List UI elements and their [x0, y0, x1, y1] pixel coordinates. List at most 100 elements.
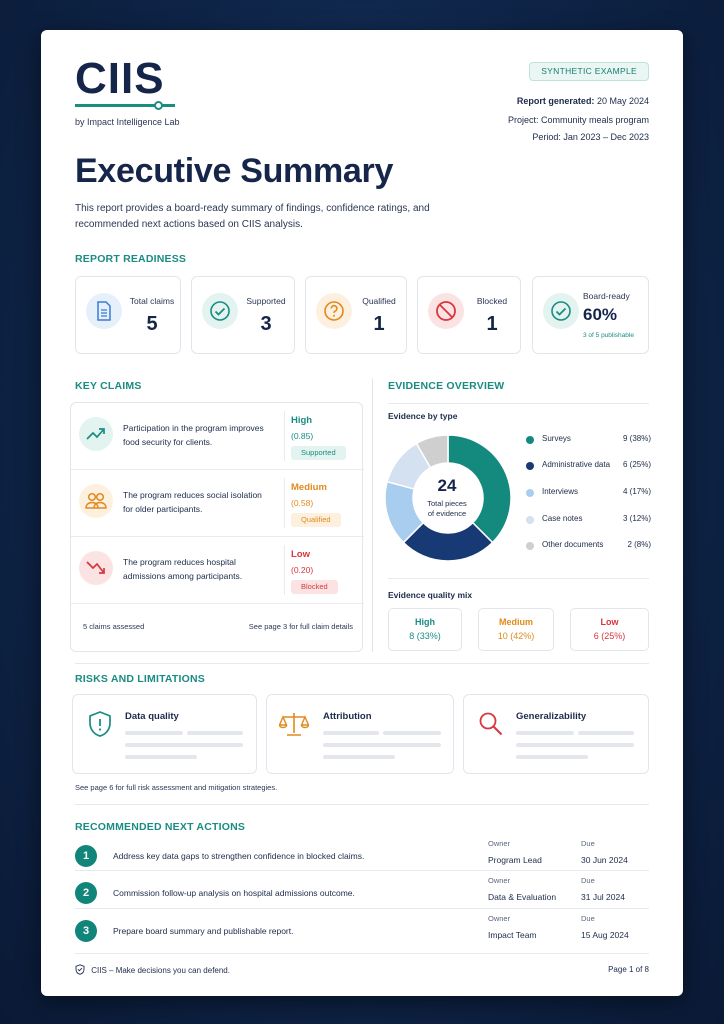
risks-title: RISKS AND LIMITATIONS	[75, 673, 205, 685]
readiness-title: REPORT READINESS	[75, 253, 187, 265]
claim-status-badge: Blocked	[291, 580, 338, 594]
legend-value: 2 (8%)	[627, 540, 651, 549]
stat-value: 3	[260, 313, 272, 335]
risk-card-attribution: Attribution	[266, 694, 454, 774]
document-icon	[86, 293, 122, 329]
placeholder-line	[383, 731, 441, 735]
claim-separator	[284, 411, 285, 461]
owner-label: Owner	[488, 876, 511, 885]
legend-item: Surveys 9 (38%)	[526, 433, 651, 447]
owner-label: Owner	[488, 839, 511, 848]
period-label: Period:	[532, 132, 561, 142]
quality-card-medium: Medium 10 (42%)	[478, 608, 554, 651]
quality-label: High	[415, 617, 435, 627]
project-label: Project:	[507, 115, 539, 125]
claim-score: (0.85)	[291, 431, 314, 441]
stat-sub: 3 of 5 publishable	[583, 332, 634, 339]
stat-value: 5	[146, 313, 158, 335]
quality-card-high: High 8 (33%)	[388, 608, 462, 651]
due-value: 15 Aug 2024	[581, 930, 629, 940]
evidence-by-type-title: Evidence by type	[388, 411, 458, 421]
page-number: Page 1 of 8	[608, 965, 649, 974]
quality-label: Low	[600, 617, 619, 627]
action-row: 3 Prepare board summary and publishable …	[75, 914, 650, 952]
claim-confidence: Low	[291, 549, 310, 560]
section-rule	[75, 663, 649, 664]
owner-value: Impact Team	[488, 930, 537, 940]
footer-tagline: CIIS – Make decisions you can defend.	[75, 964, 230, 977]
report-page: CIIS by Impact Intelligence Lab SYNTHETI…	[41, 30, 683, 996]
action-text: Prepare board summary and publishable re…	[113, 926, 294, 936]
magnifier-icon	[476, 709, 506, 739]
risk-label: Data quality	[125, 711, 179, 722]
action-number: 2	[75, 882, 97, 904]
synthetic-badge: SYNTHETIC EXAMPLE	[529, 62, 649, 81]
quality-card-low: Low 6 (25%)	[570, 608, 649, 651]
stat-label: Board-ready	[583, 291, 630, 301]
risk-card-data-quality: Data quality	[72, 694, 257, 774]
claim-row: The program reduces hospital admissions …	[71, 537, 364, 604]
block-icon	[428, 293, 464, 329]
claim-confidence: High	[291, 415, 313, 426]
donut-center-value: 24	[437, 476, 457, 495]
row-rule	[75, 870, 649, 871]
claim-row: The program reduces social isolation for…	[71, 470, 364, 537]
risk-card-generalizability: Generalizability	[463, 694, 649, 774]
legend-label: Case notes	[542, 514, 583, 523]
risks-note: See page 6 for full risk assessment and …	[75, 783, 278, 792]
placeholder-line	[323, 731, 379, 735]
legend-value: 3 (12%)	[622, 514, 651, 523]
claim-text: Participation in the program improves fo…	[123, 423, 264, 447]
claim-separator	[284, 545, 285, 595]
owner-label: Owner	[488, 914, 511, 923]
donut-center-label-2: of evidence	[427, 509, 467, 518]
quality-value: 6 (25%)	[593, 631, 626, 641]
stat-label: Qualified	[362, 296, 396, 306]
check-circle-icon	[543, 293, 579, 329]
legend-swatch	[526, 516, 534, 524]
legend-swatch	[526, 462, 534, 470]
evidence-donut-chart	[385, 434, 511, 562]
stat-card-blocked: Blocked 1	[417, 276, 521, 354]
shield-alert-icon	[85, 709, 115, 739]
page-title: Executive Summary	[75, 152, 394, 190]
stat-value: 1	[373, 313, 385, 335]
stat-card-supported: Supported 3	[191, 276, 295, 354]
due-value: 31 Jul 2024	[581, 892, 625, 902]
quality-label: Medium	[498, 617, 533, 627]
key-claims-title: KEY CLAIMS	[75, 380, 142, 392]
evidence-mid-rule	[388, 578, 649, 579]
placeholder-line	[323, 743, 441, 747]
due-value: 30 Jun 2024	[581, 855, 628, 865]
question-circle-icon	[316, 293, 352, 329]
actions-title: RECOMMENDED NEXT ACTIONS	[75, 821, 246, 833]
legend-item: Case notes 3 (12%)	[526, 513, 651, 527]
due-label: Due	[581, 839, 595, 848]
claims-details-link[interactable]: See page 3 for full claim details	[248, 622, 353, 631]
legend-value: 6 (25%)	[622, 460, 651, 469]
legend-label: Interviews	[542, 487, 579, 496]
donut-slice-surveys	[447, 434, 511, 544]
action-number: 1	[75, 845, 97, 867]
claim-status-badge: Qualified	[291, 513, 341, 527]
project-value: Community meals program	[540, 115, 649, 125]
claim-score: (0.20)	[291, 565, 314, 575]
stat-card-total-claims: Total claims 5	[75, 276, 181, 354]
legend-label: Other documents	[542, 540, 604, 549]
legend-label: Surveys	[542, 434, 571, 443]
legend-label: Administrative data	[542, 460, 611, 469]
intro-text: This report provides a board-ready summa…	[75, 203, 430, 230]
legend-swatch	[526, 436, 534, 444]
stat-label: Blocked	[476, 296, 508, 306]
period-line: Period: Jan 2023 – Dec 2023	[532, 132, 649, 142]
action-row: 2 Commission follow-up analysis on hospi…	[75, 876, 650, 914]
risk-label: Generalizability	[516, 711, 587, 722]
trend-up-icon	[79, 417, 113, 451]
risk-label: Attribution	[323, 711, 372, 722]
owner-value: Data & Evaluation	[488, 892, 557, 902]
claim-separator	[284, 478, 285, 528]
claim-row: Participation in the program improves fo…	[71, 403, 364, 470]
claim-confidence: Medium	[291, 482, 327, 493]
footer-rule	[75, 953, 649, 954]
quality-value: 10 (42%)	[497, 631, 535, 641]
